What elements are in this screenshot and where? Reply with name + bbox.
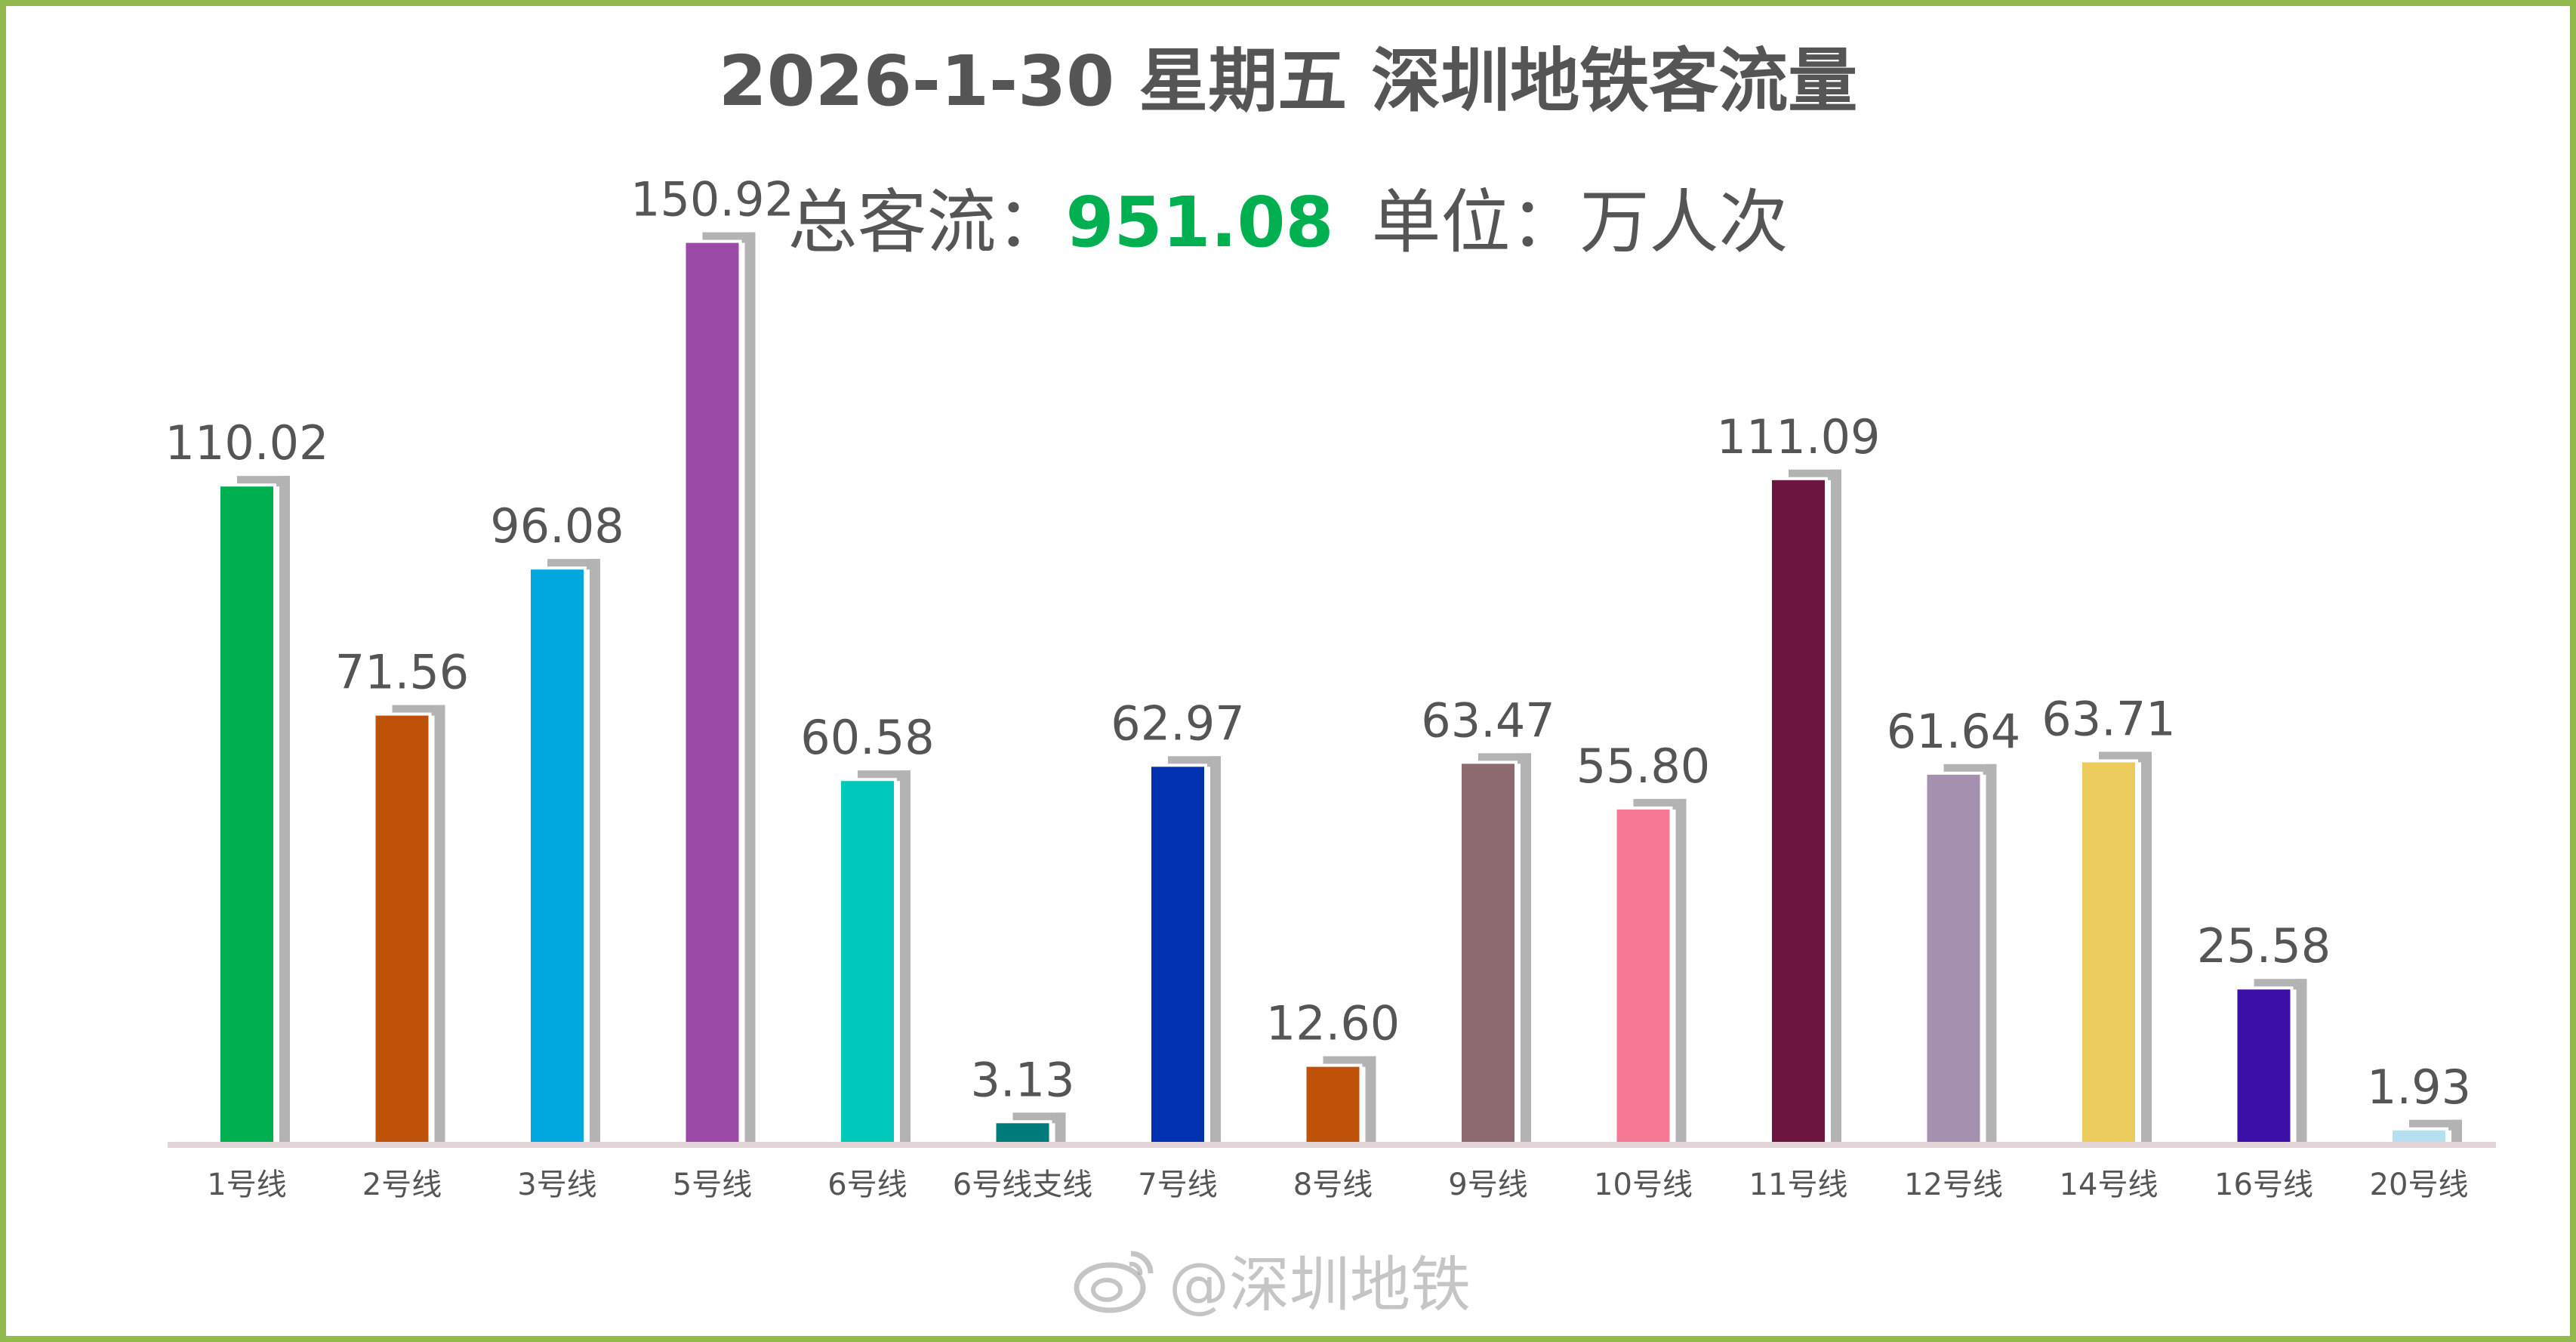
data-label: 62.97 [1111, 696, 1245, 751]
category-label: 6号线支线 [953, 1168, 1092, 1202]
bar-shadow [1521, 753, 1531, 1142]
data-label: 55.80 [1576, 739, 1711, 794]
category-label: 14号线 [2060, 1168, 2158, 1202]
bar-2 [375, 715, 429, 1142]
data-label: 71.56 [335, 645, 470, 700]
bar-15 [2393, 1130, 2445, 1142]
x-axis-line [168, 1142, 2496, 1148]
bar-8 [1306, 1066, 1360, 1142]
data-label: 61.64 [1887, 704, 2021, 759]
category-label: 20号线 [2370, 1168, 2469, 1202]
category-label: 5号线 [673, 1168, 752, 1202]
bar-13 [2082, 762, 2135, 1142]
bar-7 [1151, 767, 1204, 1142]
bar-4 [686, 242, 739, 1142]
category-label: 12号线 [1904, 1168, 2003, 1202]
bar-shadow [1986, 764, 1997, 1142]
bar-shadow [744, 232, 756, 1142]
bar-shadow [2296, 979, 2307, 1142]
data-label: 3.13 [970, 1052, 1074, 1107]
data-label: 150.92 [630, 172, 794, 227]
chart-subtitle: 总客流：951.08 单位：万人次 [0, 177, 2576, 268]
data-label: 25.58 [2197, 918, 2331, 973]
bar-shadow [900, 770, 911, 1142]
bar-shadow [279, 476, 290, 1142]
data-label: 63.47 [1421, 693, 1555, 748]
bar-12 [1927, 774, 1980, 1142]
data-label: 12.60 [1266, 996, 1400, 1051]
data-label: 111.09 [1717, 409, 1881, 464]
category-label: 11号线 [1749, 1168, 1848, 1202]
total-label: 总客流： [787, 182, 1066, 263]
data-label: 96.08 [490, 498, 624, 554]
category-label: 8号线 [1293, 1168, 1373, 1202]
bar-14 [2237, 989, 2291, 1142]
bar-1 [220, 486, 273, 1142]
category-label: 7号线 [1138, 1168, 1217, 1202]
category-label: 2号线 [362, 1168, 442, 1202]
weibo-icon [1072, 1246, 1155, 1314]
category-label: 6号线 [827, 1168, 907, 1202]
bar-shadow [590, 559, 600, 1142]
data-label: 1.93 [2367, 1060, 2471, 1115]
bar-11 [1772, 480, 1825, 1142]
bar-10 [1616, 809, 1670, 1142]
bar-shadow [1365, 1056, 1376, 1142]
unit-label: 单位：万人次 [1371, 182, 1789, 263]
bar-shadow [2141, 751, 2152, 1142]
bar-5 [841, 781, 894, 1142]
bar-shadow [434, 705, 445, 1142]
watermark: @深圳地铁 [1072, 1239, 1471, 1322]
bar-shadow [1831, 469, 1841, 1142]
total-value: 951.08 [1065, 182, 1334, 263]
category-label: 3号线 [517, 1168, 596, 1202]
category-label: 9号线 [1448, 1168, 1527, 1202]
category-label: 1号线 [207, 1168, 286, 1202]
bar-shadow [1210, 756, 1221, 1142]
chart-title: 2026-1-30 星期五 深圳地铁客流量 [718, 41, 1858, 122]
data-label: 110.02 [165, 415, 329, 470]
data-label: 60.58 [800, 710, 935, 765]
category-label: 16号线 [2214, 1168, 2313, 1202]
bar-6 [996, 1123, 1049, 1142]
bar-shadow [1675, 798, 1687, 1142]
watermark-text: @深圳地铁 [1169, 1250, 1471, 1320]
data-label: 63.71 [2041, 691, 2176, 746]
bar-3 [531, 569, 584, 1142]
bar-9 [1462, 764, 1514, 1142]
category-label: 10号线 [1594, 1168, 1693, 1202]
